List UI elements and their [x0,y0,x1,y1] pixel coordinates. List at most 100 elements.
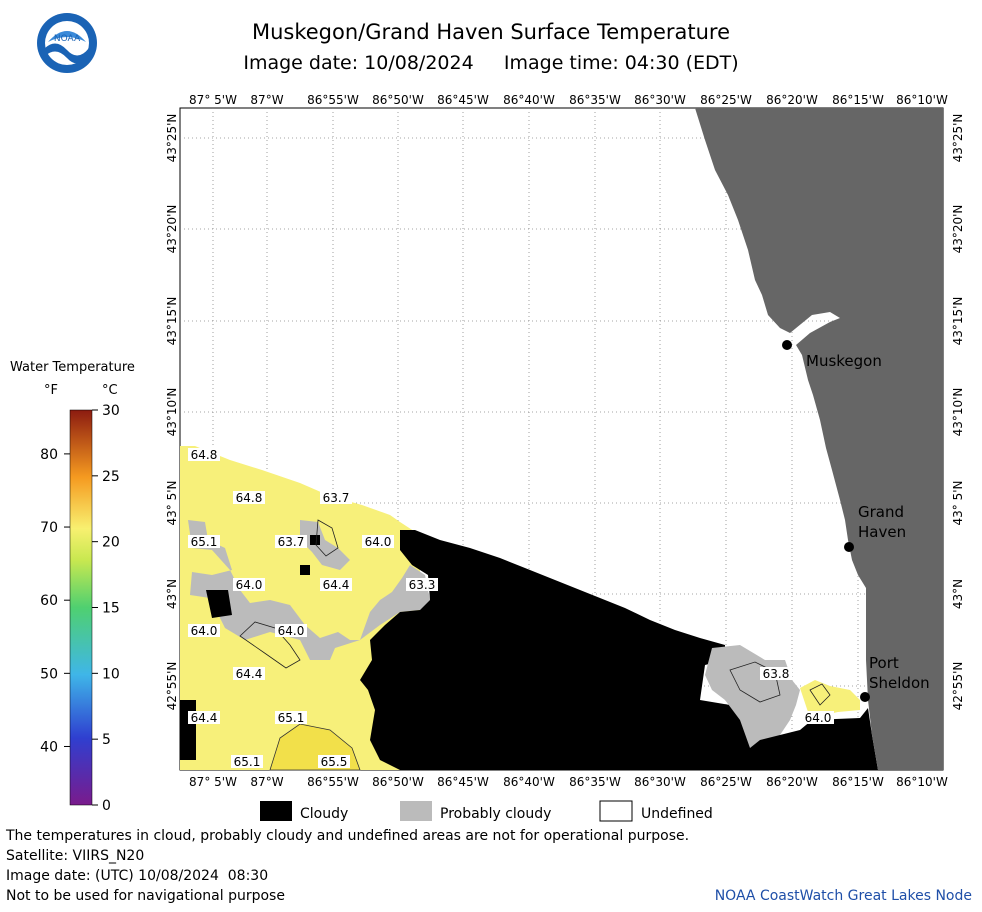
legend-f-label: 60 [40,593,58,609]
legend-f-label: 50 [40,666,58,682]
place-dot [844,542,854,552]
lon-label: 86°15'W [832,93,884,107]
lon-label: 86°40'W [503,775,555,789]
lon-label: 86°10'W [896,775,948,789]
legend-item-cloudy: Cloudy [300,806,349,822]
undefined-swatch [599,800,633,822]
disclaimer-note: The temperatures in cloud, probably clou… [6,828,690,844]
place-label: Sheldon [869,674,930,692]
temp-label: 65.1 [191,535,218,549]
temp-label-bg [275,711,307,724]
lon-label: 86°20'W [766,775,818,789]
temp-label-bg [231,755,263,768]
temp-label: 63.7 [278,535,305,549]
legend-f-label: 40 [40,739,58,755]
temp-label-bg [275,535,307,548]
isotherm-contour [729,661,781,703]
lat-label: 43°N [951,579,965,609]
legend-c-label: 10 [102,666,120,682]
lon-label: 87° 5'W [189,775,237,789]
lon-label: 87°W [250,775,283,789]
lon-label: 87°W [250,93,283,107]
lon-labels-top: 87° 5'W 87°W 86°55'W 86°50'W 86°45'W 86°40'W 8… [189,93,948,107]
temp-label-bg [188,448,220,461]
temp-label: 63.7 [323,491,350,505]
credit-text: NOAA CoastWatch Great Lakes Node [714,888,972,904]
legend-item-probably-cloudy: Probably cloudy [440,806,552,822]
lon-label: 87° 5'W [189,93,237,107]
place-dot [782,340,792,350]
cloudy-swatch [260,801,292,821]
lon-label: 86°20'W [766,93,818,107]
lat-label: 43°20'N [165,205,179,254]
probably-cloudy-swatch [400,801,432,821]
isotherm-contour [809,683,831,706]
lat-label: 43° 5'N [165,481,179,526]
legend-c-label: 30 [102,403,120,419]
legend-f-label: 80 [40,447,58,463]
legend-item-undefined: Undefined [641,806,713,822]
legend-c-label: 0 [102,798,111,814]
place-label: Port [869,654,899,672]
temp-label: 64.4 [191,711,218,725]
lat-label: 43° 5'N [951,481,965,526]
place-label: Haven [858,523,906,541]
water-temperature-area-east [800,680,860,716]
lat-label: 43°10'N [165,388,179,437]
noaa-logo-icon: NOAA [37,13,97,73]
svg-text:NOAA: NOAA [54,34,81,44]
lon-label: 86°25'W [700,775,752,789]
temp-label-bg [233,578,265,591]
temp-label-bg [318,755,350,768]
temp-label: 65.1 [234,755,261,769]
lat-label: 43°25'N [165,114,179,163]
isotherm-contour [239,621,301,669]
temp-label-bg [233,667,265,680]
place-markers: Muskegon Grand Haven Port Sheldon [782,340,930,702]
temp-label: 64.4 [323,578,350,592]
temp-label: 64.0 [365,535,392,549]
lat-label: 43°N [165,579,179,609]
temp-label: 64.8 [191,448,218,462]
temperature-labels: 64.8 64.8 63.7 65.1 63.7 64.0 64.0 64.4 63.3 64.0… [188,448,834,769]
temp-label-bg [275,624,307,637]
lon-label: 86°45'W [437,93,489,107]
legend-title: Water Temperature [10,360,135,375]
temp-label: 65.1 [278,711,305,725]
lon-label: 86°30'W [634,93,686,107]
lon-labels-bottom: 87° 5'W 87°W 86°55'W 86°50'W 86°45'W 86°40'W 8… [189,775,948,789]
cloudy-patch-west [180,535,320,760]
temp-label-bg [362,535,394,548]
lon-label: 86°55'W [307,775,359,789]
lon-label: 86°50'W [372,93,424,107]
lon-label: 86°15'W [832,775,884,789]
lon-label: 86°10'W [896,93,948,107]
temperature-color-bar [69,409,93,806]
water-temperature-area [180,446,420,770]
probably-cloudy-area-west [188,520,430,660]
temp-label: 64.0 [191,624,218,638]
lon-label: 86°40'W [503,93,555,107]
image-datetime: Image date: 10/08/2024 Image time: 04:30… [243,52,739,74]
temp-label: 64.0 [805,711,832,725]
nav-warning: Not to be used for navigational purpose [6,888,285,904]
land-area [695,108,943,770]
place-label: Muskegon [806,352,882,370]
lat-label: 42°55'N [951,662,965,711]
temp-label: 65.5 [321,755,348,769]
temp-label-bg [188,624,220,637]
place-dot [860,692,870,702]
lat-label: 43°15'N [951,297,965,346]
page-title: Muskegon/Grand Haven Surface Temperature [251,20,731,44]
legend-c-label: 25 [102,469,120,485]
legend-c-label: 5 [102,732,111,748]
temp-label-bg [406,578,438,591]
temp-label: 64.8 [236,491,263,505]
lon-label: 86°50'W [372,775,424,789]
lon-label: 86°35'W [569,93,621,107]
legend-unit-f: °F [44,383,58,398]
lon-label: 86°30'W [634,775,686,789]
lon-label: 86°45'W [437,775,489,789]
